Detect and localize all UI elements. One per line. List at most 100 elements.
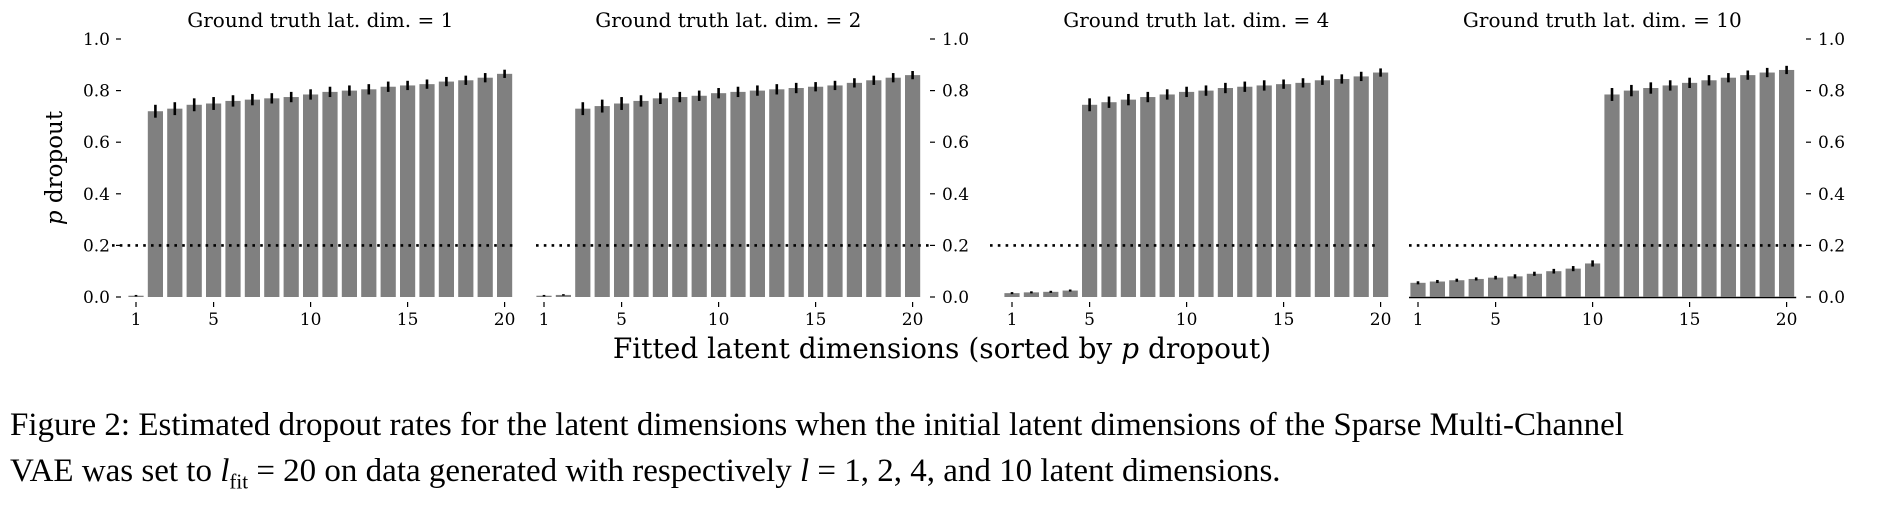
bar [1120, 99, 1136, 297]
bar [1682, 82, 1698, 297]
bar [769, 89, 785, 297]
bar [1082, 104, 1098, 297]
y-tick-label: 0.0 [1818, 288, 1845, 308]
bar [594, 106, 610, 297]
bar [1468, 278, 1484, 297]
x-tick-label: 1 [131, 310, 142, 330]
x-tick-label: 10 [708, 310, 730, 330]
panel-title: Ground truth lat. dim. = 10 [1463, 8, 1742, 32]
bar [1429, 281, 1445, 297]
chart-panel-3: Ground truth lat. dim. = 41 5 10 15 20 [990, 8, 1391, 330]
bar [1237, 86, 1253, 297]
bar [672, 97, 688, 297]
bar [1295, 82, 1311, 297]
bar [1373, 72, 1389, 297]
bar [1179, 91, 1195, 297]
chart-panel-2: Ground truth lat. dim. = 21 5 10 15 200.00.2… [536, 8, 969, 330]
bar [1256, 85, 1272, 297]
x-tick-label: 1 [1007, 310, 1018, 330]
y-tick-label: 0.4 [1818, 185, 1845, 205]
bar [458, 80, 474, 297]
y-tick-label: 0.6 [942, 133, 969, 153]
bar [1140, 97, 1156, 297]
x-tick-label: 1 [1413, 310, 1424, 330]
bar [652, 98, 668, 297]
x-tick-label: 5 [1490, 310, 1501, 330]
bar [1198, 90, 1214, 297]
bar [1585, 263, 1601, 297]
bar [1779, 69, 1795, 298]
y-tick-label: 0.2 [83, 236, 110, 256]
bar [788, 88, 804, 298]
x-tick-label: 5 [616, 310, 627, 330]
bar [303, 94, 319, 297]
bar [1488, 277, 1504, 297]
y-tick-label: 1.0 [83, 30, 110, 50]
bar [264, 98, 280, 297]
bar [1314, 80, 1330, 297]
bar [400, 85, 416, 297]
bar [167, 108, 183, 297]
y-tick-label: 0.2 [942, 236, 969, 256]
y-tick-label: 0.6 [83, 133, 110, 153]
bar [1526, 273, 1542, 297]
bar [633, 100, 649, 297]
bar [1043, 291, 1059, 297]
bar [711, 93, 727, 298]
bar [846, 82, 862, 297]
bar [1353, 76, 1369, 297]
chart-panel-1: Ground truth lat. dim. = 11 5 10 15 200.00.2… [83, 8, 515, 330]
figure-caption: Figure 2: Estimated dropout rates for th… [10, 402, 1878, 505]
chart-panel-4: Ground truth lat. dim. = 101 5 10 15 200.00.… [1409, 8, 1845, 330]
bar [866, 80, 882, 297]
dropout-figure: Ground truth lat. dim. = 11 5 10 15 200.00.2… [42, 8, 1845, 365]
bar [1662, 85, 1678, 297]
bar [497, 73, 513, 297]
bar [1217, 88, 1233, 298]
x-tick-label: 10 [1582, 310, 1604, 330]
y-axis-label: p dropout [42, 110, 68, 225]
bar [244, 99, 260, 297]
y-tick-label: 0.4 [942, 185, 969, 205]
x-tick-label: 10 [300, 310, 322, 330]
x-tick-label: 1 [539, 310, 550, 330]
panel-title: Ground truth lat. dim. = 2 [595, 8, 861, 32]
bar [1276, 84, 1292, 298]
bar [614, 103, 630, 297]
x-tick-label: 15 [1679, 310, 1701, 330]
x-tick-label: 20 [1776, 310, 1798, 330]
y-tick-label: 0.8 [83, 82, 110, 102]
bar [1023, 292, 1039, 297]
x-tick-label: 5 [208, 310, 219, 330]
bar [808, 86, 824, 297]
panel-title: Ground truth lat. dim. = 1 [187, 8, 453, 32]
x-tick-label: 10 [1176, 310, 1198, 330]
bar [1623, 90, 1639, 297]
bar [186, 104, 202, 297]
bar [1507, 276, 1523, 297]
bar [1759, 72, 1775, 297]
x-tick-label: 20 [902, 310, 924, 330]
x-tick-label: 20 [1370, 310, 1392, 330]
bar [1565, 268, 1581, 297]
bar [1720, 77, 1736, 297]
bar [419, 84, 435, 298]
y-tick-label: 1.0 [1818, 30, 1845, 50]
bar [477, 77, 493, 297]
shared-x-axis-label: Fitted latent dimensions (sorted by p dr… [613, 332, 1271, 365]
x-tick-label: 5 [1084, 310, 1095, 330]
bar [1410, 282, 1426, 297]
y-tick-label: 0.0 [942, 288, 969, 308]
x-tick-label: 20 [494, 310, 516, 330]
bar [322, 91, 338, 297]
bar [1546, 271, 1562, 297]
bar [1062, 290, 1078, 297]
bar [283, 97, 299, 297]
bar [885, 77, 901, 297]
y-tick-label: 0.8 [942, 82, 969, 102]
bar [438, 81, 454, 297]
caption-line-1: Figure 2: Estimated dropout rates for th… [10, 407, 1624, 443]
bar [905, 75, 921, 298]
bar [1159, 94, 1175, 297]
y-tick-label: 0.0 [83, 288, 110, 308]
